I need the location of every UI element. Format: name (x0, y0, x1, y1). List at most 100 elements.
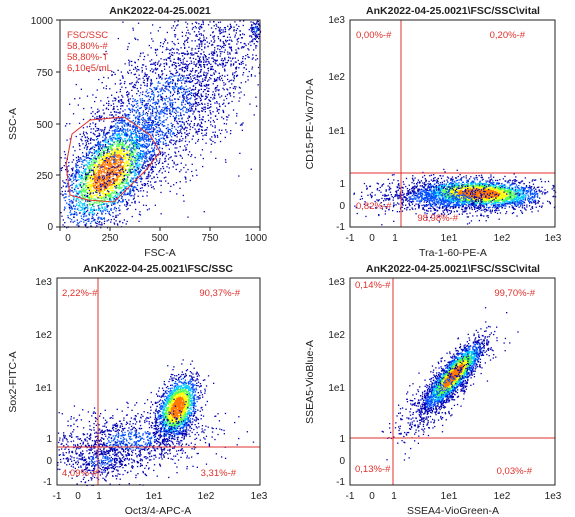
event-dot (111, 74, 113, 76)
event-dot (185, 130, 188, 132)
event-dot (76, 198, 78, 200)
event-dot (127, 164, 129, 167)
event-dot (197, 103, 199, 106)
event-dot (156, 123, 158, 125)
event-dot (115, 162, 117, 164)
event-dot (126, 180, 128, 182)
event-dot (92, 159, 94, 161)
event-dot (251, 36, 253, 38)
event-dot (77, 104, 79, 106)
event-dot (105, 202, 107, 204)
event-dot (64, 190, 66, 192)
event-dot (168, 77, 170, 79)
event-dot (119, 88, 122, 91)
event-dot (164, 139, 167, 142)
event-dot (189, 63, 191, 65)
event-dot (108, 213, 111, 215)
event-dot (121, 175, 123, 177)
event-dot (126, 162, 128, 164)
event-dot (129, 134, 132, 137)
event-dot (177, 87, 179, 90)
event-dot (106, 155, 108, 157)
event-dot (104, 186, 106, 188)
event-dot (100, 172, 102, 174)
event-dot (141, 98, 143, 100)
event-dot (216, 134, 219, 137)
event-dot (95, 175, 97, 177)
event-dot (100, 191, 102, 193)
event-dot (185, 21, 187, 23)
event-dot (93, 171, 95, 173)
event-dot (204, 98, 206, 100)
event-dot (104, 198, 106, 200)
event-dot (129, 60, 131, 63)
event-dot (71, 202, 74, 204)
event-dot (147, 135, 150, 137)
event-dot (137, 100, 139, 102)
event-dot (120, 152, 122, 154)
event-dot (75, 184, 78, 186)
event-dot (118, 129, 120, 132)
event-dot (74, 170, 77, 172)
event-dot (177, 38, 179, 40)
event-dot (64, 125, 67, 127)
plot-fsc-ssc[interactable]: AnK2022-04-25.0021 0 250 500 750 1000 FS… (7, 5, 268, 259)
event-dot (144, 72, 146, 74)
event-dot (161, 77, 163, 79)
event-dot (167, 129, 169, 132)
event-dot (137, 145, 140, 147)
event-dot (199, 125, 202, 128)
event-dot (92, 176, 94, 178)
event-dot (164, 143, 166, 145)
event-dot (102, 156, 105, 158)
event-dot (80, 178, 82, 180)
event-dot (131, 156, 133, 158)
event-dot (124, 199, 127, 201)
event-dot (174, 84, 177, 86)
event-dot (86, 195, 88, 197)
event-dot (159, 94, 162, 96)
event-dot (234, 34, 236, 36)
event-dot (169, 132, 171, 134)
event-dot (127, 46, 129, 48)
event-dot (164, 157, 166, 159)
event-dot (78, 143, 80, 145)
event-dot (235, 122, 237, 124)
event-dot (98, 175, 100, 177)
event-dot (84, 173, 86, 175)
event-dot (114, 203, 116, 205)
event-dot (233, 86, 236, 88)
event-dot (214, 135, 216, 137)
event-dot (76, 203, 78, 205)
event-dot (203, 30, 205, 32)
event-dot (83, 177, 85, 180)
event-dot (84, 205, 86, 207)
event-dot (122, 105, 124, 107)
event-dot (182, 194, 184, 197)
event-dot (154, 137, 157, 140)
event-dot (125, 150, 127, 152)
event-dot (131, 153, 133, 155)
event-dot (146, 143, 149, 145)
event-dot (113, 171, 115, 173)
event-dot (98, 216, 100, 218)
event-dot (186, 53, 188, 56)
event-dot (185, 135, 187, 138)
event-dot (216, 45, 218, 47)
event-dot (88, 183, 90, 185)
event-dot (138, 172, 141, 174)
event-dot (149, 100, 151, 102)
event-dot (224, 70, 226, 72)
event-dot (104, 209, 106, 212)
event-dot (93, 201, 96, 203)
event-dot (145, 134, 148, 136)
event-dot (257, 66, 260, 69)
event-dot (142, 165, 144, 167)
event-dot (202, 21, 204, 24)
event-dot (108, 158, 110, 160)
event-dot (174, 147, 176, 149)
event-dot (68, 195, 70, 197)
event-dot (209, 138, 211, 140)
event-dot (194, 156, 196, 159)
event-dot (116, 180, 118, 183)
